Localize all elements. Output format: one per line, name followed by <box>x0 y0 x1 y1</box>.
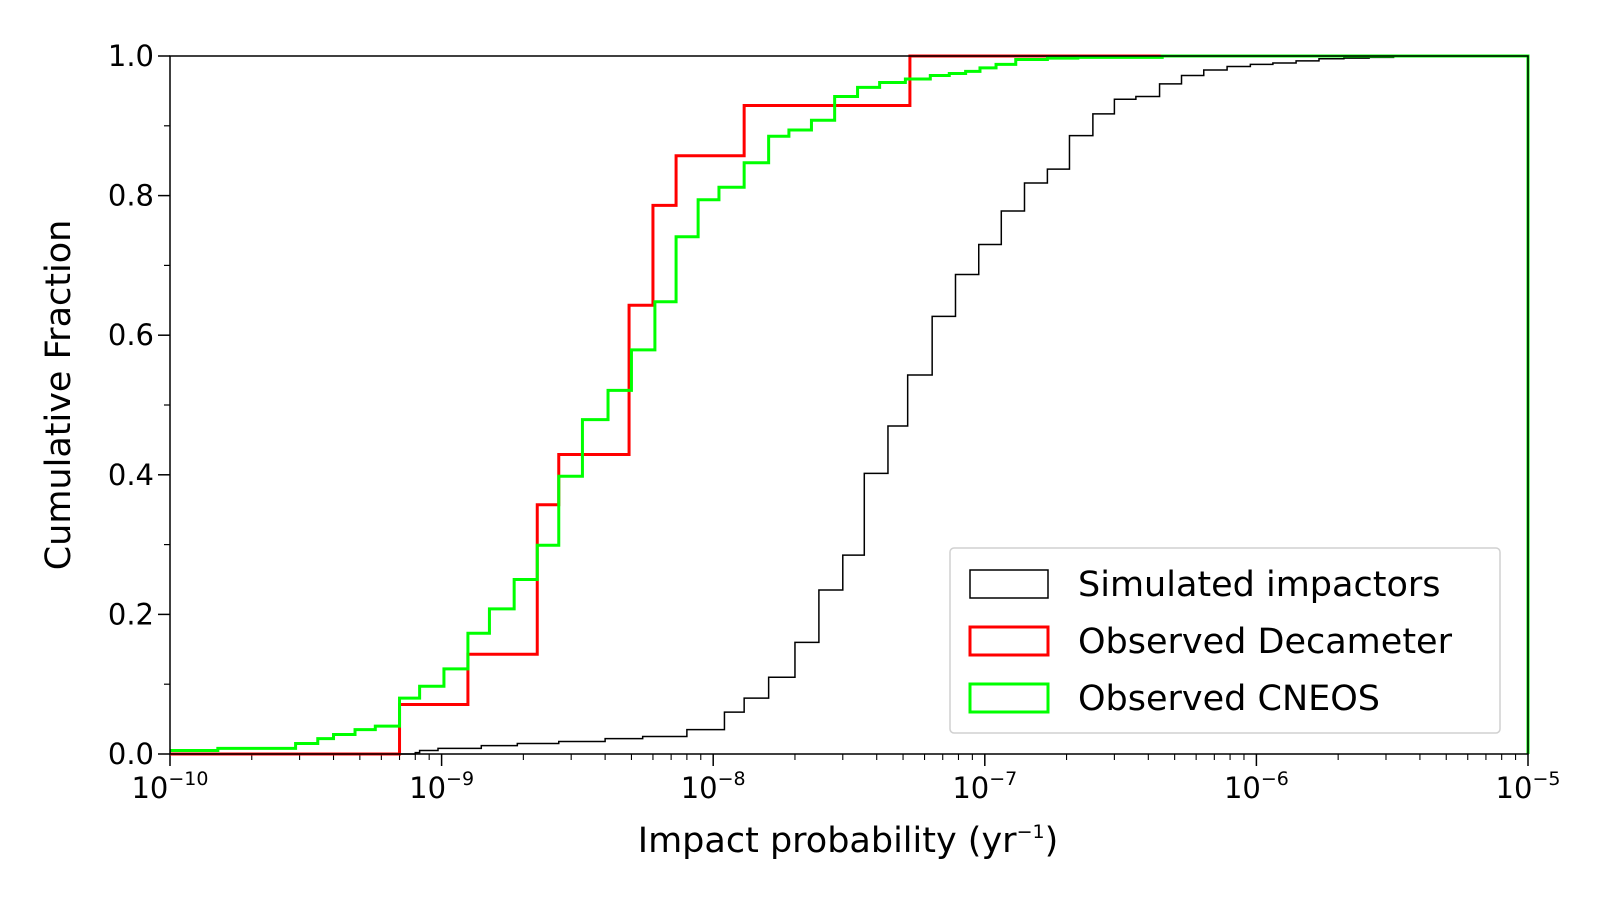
legend-label: Observed Decameter <box>1078 622 1453 662</box>
legend-swatch <box>969 569 1049 599</box>
y-tick-label: 0.2 <box>108 597 154 631</box>
x-tick-label: 10−8 <box>681 768 746 805</box>
x-axis: 10−10 10−9 10−8 10−7 10−6 10−5 <box>131 754 1560 805</box>
x-tick-label: 10−6 <box>1224 768 1289 805</box>
x-axis-title: Impact probability (yr−1) <box>638 821 1058 861</box>
series-line <box>170 55 1529 755</box>
y-axis-title: Cumulative Fraction <box>39 220 79 571</box>
x-tick-label: 10−9 <box>409 768 474 805</box>
legend: Simulated impactors Observed Decameter Obs… <box>949 547 1501 734</box>
y-tick-label: 0.8 <box>108 179 154 213</box>
x-tick-label: 10−5 <box>1496 768 1561 805</box>
y-tick-label: 0.0 <box>108 737 154 771</box>
y-tick-label: 1.0 <box>108 39 154 73</box>
plot-series <box>170 54 1530 756</box>
plot-frame <box>169 55 1529 755</box>
series-line <box>170 54 1530 754</box>
legend-swatch <box>968 682 1050 714</box>
x-tick-label: 10−10 <box>131 768 208 805</box>
y-tick-label: 0.4 <box>108 458 154 492</box>
legend-label: Simulated impactors <box>1078 565 1440 605</box>
x-tick-label: 10−7 <box>952 768 1017 805</box>
y-axis: 0.0 0.2 0.4 0.6 0.8 1.0 <box>108 39 170 771</box>
y-tick-label: 0.6 <box>108 318 154 352</box>
legend-box <box>949 547 1501 734</box>
legend-swatch <box>968 625 1050 657</box>
legend-label: Observed CNEOS <box>1078 679 1380 719</box>
series-line <box>170 54 1530 756</box>
